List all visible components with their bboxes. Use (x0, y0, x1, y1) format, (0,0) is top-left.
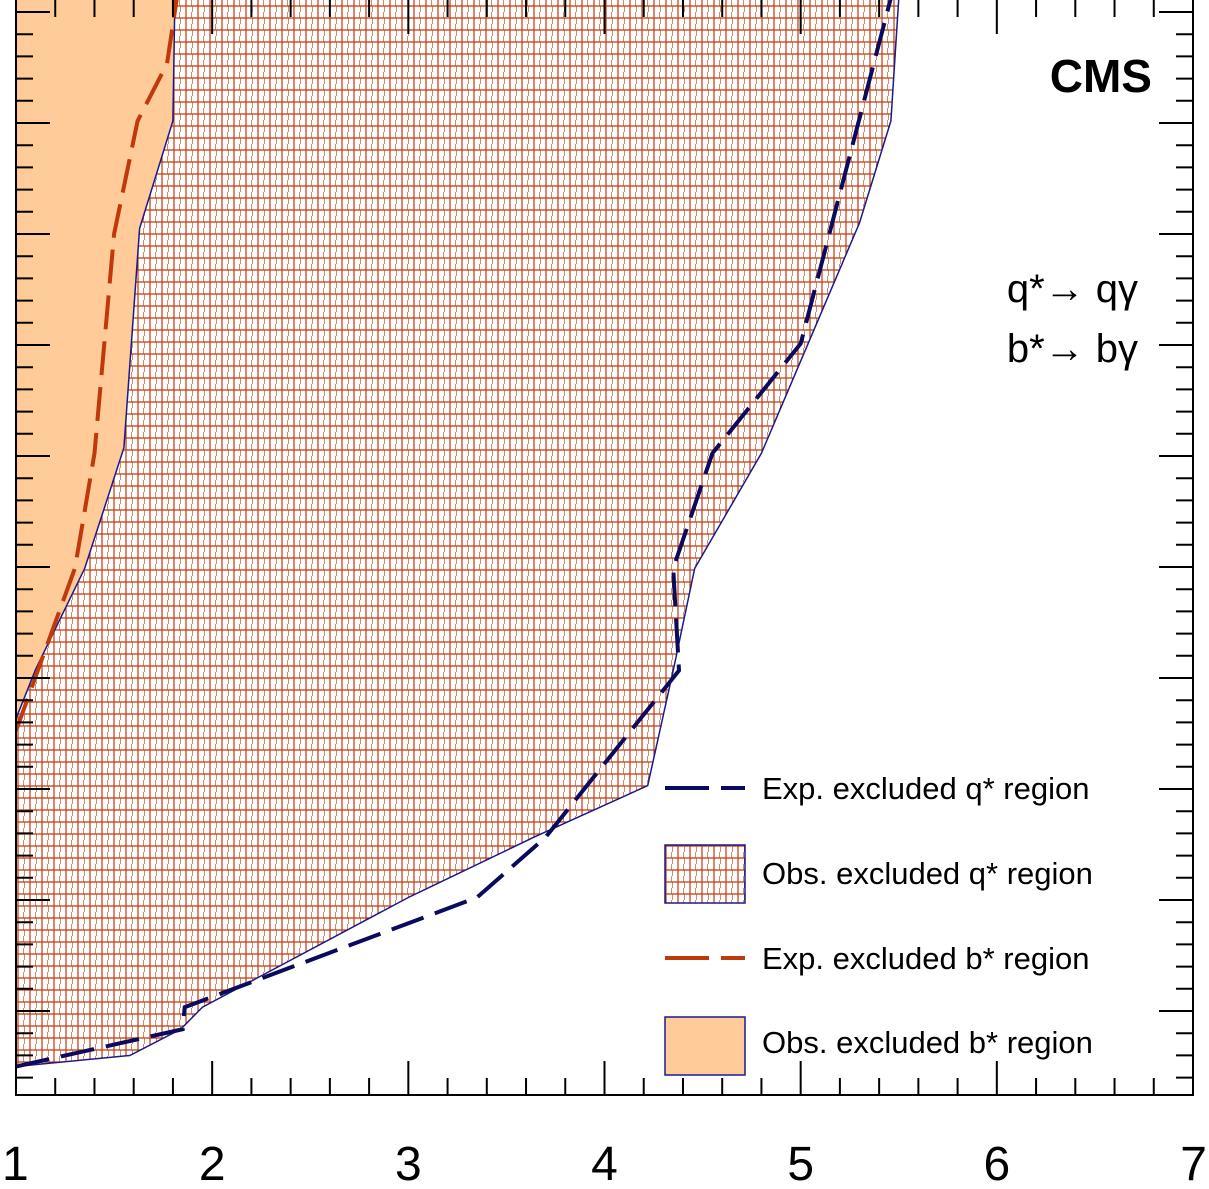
x-tick-label: 2 (199, 1138, 226, 1189)
x-tick-label: 4 (591, 1138, 618, 1189)
legend-symbol-b-obs (664, 1016, 746, 1076)
process-label-b: b*→ bγ (1007, 327, 1138, 371)
x-tick-label: 7 (1180, 1138, 1207, 1189)
legend-label-b-exp: Exp. excluded b* region (762, 941, 1089, 976)
b-obs-excluded-region (16, 0, 176, 719)
x-tick-label: 3 (395, 1138, 422, 1189)
legend: Exp. excluded q* region Obs. excluded q*… (664, 771, 1093, 1076)
x-tick-labels: 1 2 3 4 5 6 7 (2, 1138, 1207, 1189)
legend-symbol-q-obs (664, 844, 746, 904)
b-exp-excluded-line (16, 0, 179, 732)
q-exp-excluded-line (16, 0, 919, 1069)
x-ticks (15, 0, 1194, 1095)
cms-label: CMS (1050, 50, 1152, 102)
x-tick-label: 1 (2, 1138, 29, 1189)
legend-label-q-exp: Exp. excluded q* region (762, 771, 1089, 806)
process-label-q: q*→ qγ (1007, 267, 1138, 311)
x-tick-label: 5 (787, 1138, 814, 1189)
x-tick-label: 6 (983, 1138, 1010, 1189)
q-obs-excluded-region (16, 0, 900, 1068)
y-ticks (16, 11, 1193, 1079)
legend-label-q-obs: Obs. excluded q* region (762, 856, 1093, 891)
legend-label-b-obs: Obs. excluded b* region (762, 1025, 1093, 1060)
